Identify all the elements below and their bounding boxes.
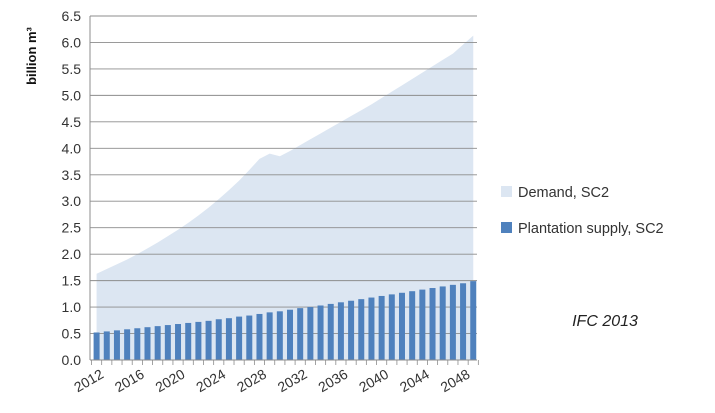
supply-bar xyxy=(337,302,344,360)
supply-bar xyxy=(378,295,385,360)
demand-area-layer xyxy=(96,35,474,360)
x-tick-label: 2032 xyxy=(275,366,310,396)
supply-bar xyxy=(317,305,324,360)
x-tick-label: 2028 xyxy=(234,366,269,396)
supply-bar xyxy=(195,321,202,360)
x-tick-label: 2044 xyxy=(397,366,432,396)
y-tick-label: 3.0 xyxy=(62,193,82,209)
legend-swatch-supply xyxy=(501,222,512,233)
supply-bar xyxy=(124,329,131,360)
x-tick-label: 2048 xyxy=(438,366,473,396)
supply-bar xyxy=(154,326,161,360)
legend-label-supply: Plantation supply, SC2 xyxy=(518,221,664,237)
y-tick-label: 6.5 xyxy=(62,8,82,24)
x-tick-label: 2024 xyxy=(193,366,228,396)
axes xyxy=(89,16,479,365)
x-tick-label: 2040 xyxy=(356,366,391,396)
supply-bar xyxy=(175,324,182,360)
legend-swatch-demand xyxy=(501,186,512,197)
demand-area xyxy=(96,35,474,360)
y-tick-label: 4.5 xyxy=(62,114,82,130)
supply-bar xyxy=(113,330,120,360)
gridlines xyxy=(90,15,477,334)
supply-bar xyxy=(215,319,222,360)
supply-bar xyxy=(287,309,294,360)
supply-bar xyxy=(236,316,243,360)
supply-bar xyxy=(185,322,192,360)
supply-bar xyxy=(398,292,405,360)
supply-bar xyxy=(439,286,446,360)
y-tick-label: 2.0 xyxy=(62,246,82,262)
supply-bar xyxy=(144,327,151,360)
supply-bar xyxy=(256,313,263,360)
source-annotation: IFC 2013 xyxy=(572,313,638,330)
supply-bar xyxy=(246,315,253,360)
supply-bar xyxy=(103,331,110,360)
y-axis-label: billion m³ xyxy=(24,26,39,84)
y-tick-label: 6.0 xyxy=(62,34,82,50)
supply-bar xyxy=(225,318,232,360)
legend-label-demand: Demand, SC2 xyxy=(518,185,609,201)
y-tick-label: 1.5 xyxy=(62,273,82,289)
supply-bar xyxy=(449,284,456,360)
supply-bar xyxy=(358,299,365,360)
legend: Demand, SC2 Plantation supply, SC2 xyxy=(501,185,664,237)
supply-bar xyxy=(429,288,436,360)
supply-bar xyxy=(388,294,395,360)
x-tick-label: 2020 xyxy=(153,366,188,396)
y-tick-labels: 0.0 0.5 1.0 1.5 2.0 2.5 3.0 3.5 4.0 4.5 5.0 5.5 6.0 6… xyxy=(62,8,82,368)
supply-bar xyxy=(460,283,467,360)
supply-bar xyxy=(470,281,477,360)
x-tick-label: 2012 xyxy=(71,366,106,396)
y-tick-label: 5.5 xyxy=(62,61,82,77)
y-tick-label: 3.5 xyxy=(62,167,82,183)
y-tick-label: 0.5 xyxy=(62,326,82,342)
supply-bars xyxy=(93,281,477,360)
supply-bar xyxy=(307,307,314,360)
supply-bar xyxy=(205,320,212,360)
supply-bar xyxy=(134,328,141,360)
supply-bar xyxy=(266,312,273,360)
supply-bar xyxy=(409,291,416,360)
supply-bar xyxy=(327,303,334,360)
y-tick-label: 2.5 xyxy=(62,220,82,236)
supply-bar xyxy=(297,308,304,360)
supply-bar xyxy=(164,325,171,360)
y-tick-label: 4.0 xyxy=(62,140,82,156)
supply-bar xyxy=(93,332,100,360)
x-tick-labels: 2012 2016 2020 2024 2028 2032 2036 2040 2044 2048 xyxy=(71,366,473,396)
supply-bar xyxy=(368,297,375,360)
supply-bar xyxy=(276,311,283,360)
supply-bar xyxy=(348,300,355,360)
x-tick-label: 2016 xyxy=(112,366,147,396)
y-tick-label: 1.0 xyxy=(62,299,82,315)
y-tick-label: 0.0 xyxy=(62,352,82,368)
y-tick-label: 5.0 xyxy=(62,87,82,103)
x-tick-label: 2036 xyxy=(315,366,350,396)
supply-bar xyxy=(419,289,426,360)
